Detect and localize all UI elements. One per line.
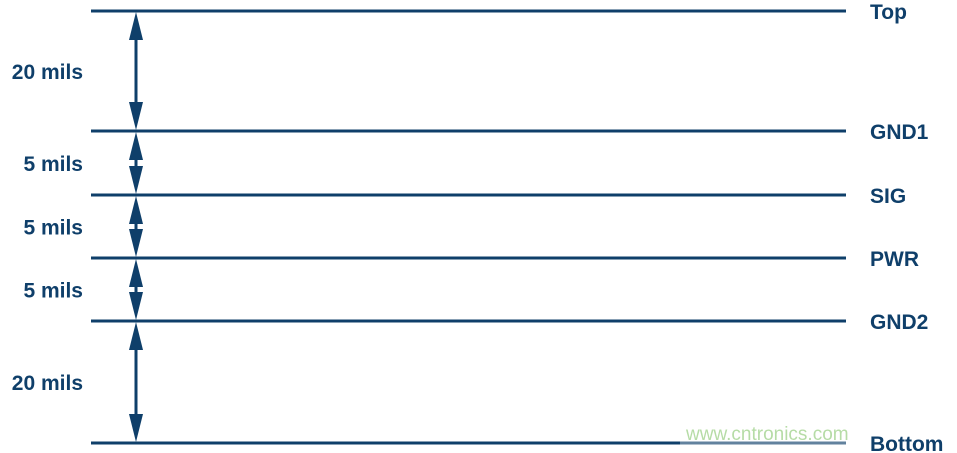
layer-label-bottom: Bottom — [870, 433, 943, 453]
arrowhead-down-icon — [129, 102, 143, 130]
watermark-backdrop — [680, 424, 860, 453]
arrowhead-down-icon — [129, 292, 143, 320]
arrowhead-up-icon — [129, 132, 143, 160]
spacing-label: 20 mils — [12, 372, 83, 395]
layer-label-gnd2: GND2 — [870, 311, 928, 334]
arrowhead-down-icon — [129, 229, 143, 257]
spacing-label: 5 mils — [23, 217, 83, 240]
arrowhead-up-icon — [129, 196, 143, 224]
spacing-label: 20 mils — [12, 61, 83, 84]
arrowhead-up-icon — [129, 322, 143, 350]
arrowhead-down-icon — [129, 166, 143, 194]
layer-label-sig: SIG — [870, 185, 906, 208]
arrowhead-down-icon — [129, 414, 143, 442]
layer-label-pwr: PWR — [870, 248, 919, 271]
watermark: www.cntronics.com — [686, 424, 849, 445]
layer-label-gnd1: GND1 — [870, 121, 929, 144]
arrowhead-up-icon — [129, 259, 143, 287]
arrowhead-up-icon — [129, 12, 143, 40]
layer-label-top: Top — [870, 1, 907, 24]
spacing-label: 5 mils — [23, 280, 83, 303]
spacing-label: 5 mils — [23, 153, 83, 176]
